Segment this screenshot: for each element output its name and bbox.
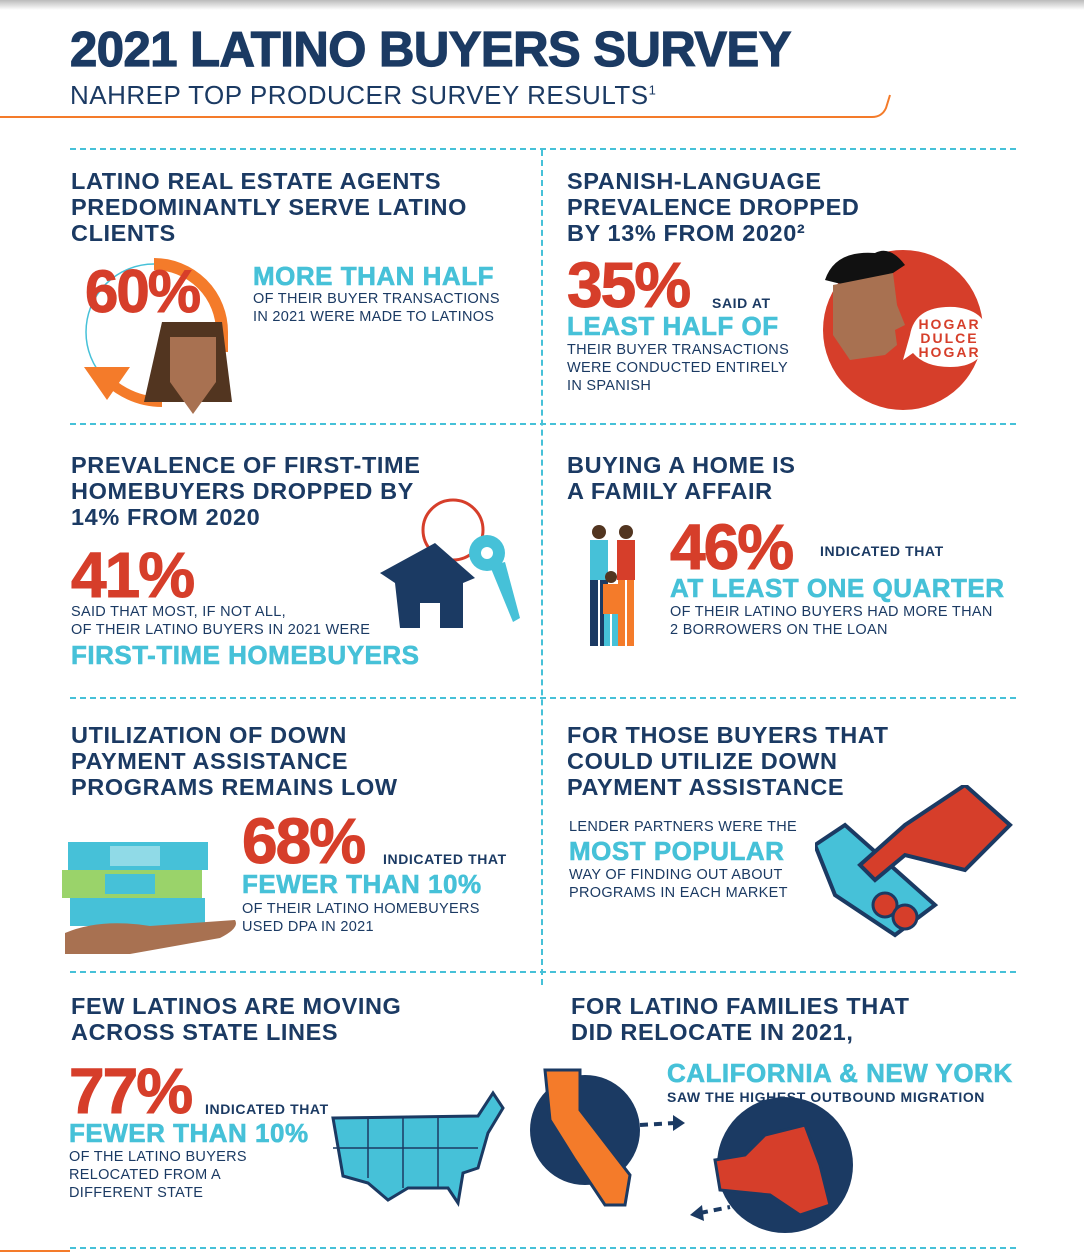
house-key-icon: [380, 498, 520, 628]
family-icon: [590, 525, 635, 646]
divider: [70, 423, 1016, 425]
section-heading: SPANISH-LANGUAGE PREVALENCE DROPPED BY 13%…: [567, 168, 860, 246]
highlight-text: FIRST-TIME HOMEBUYERS: [71, 640, 420, 670]
stat-60: 60%: [84, 258, 201, 325]
top-shadow: [0, 0, 1084, 10]
footer-accent: [0, 1250, 70, 1252]
section-body: THEIR BUYER TRANSACTIONS WERE CONDUCTED E…: [567, 342, 790, 394]
page-title: 2021 LATINO BUYERS SURVEY: [69, 22, 792, 77]
page-subtitle: NAHREP TOP PRODUCER SURVEY RESULTS1: [70, 80, 656, 111]
money-hand-icon: [62, 842, 236, 954]
section-heading: LATINO REAL ESTATE AGENTS PREDOMINANTLY S…: [71, 168, 468, 246]
lead-text: INDICATED THAT: [820, 543, 944, 559]
section-body: OF THEIR BUYER TRANSACTIONS IN 2021 WERE …: [253, 291, 500, 325]
section-body: OF THEIR LATINO BUYERS HAD MORE THAN 2 BO…: [670, 604, 993, 638]
highlight-text: LEAST HALF OF: [567, 311, 779, 341]
subtitle-text: NAHREP TOP PRODUCER SURVEY RESULTS: [70, 80, 649, 110]
divider: [70, 697, 1016, 699]
lead-text: INDICATED THAT: [205, 1101, 329, 1117]
stat-68: 68%: [241, 805, 366, 877]
section-heading: FEW LATINOS ARE MOVING ACROSS STATE LINES: [71, 993, 402, 1045]
stat-46: 46%: [669, 511, 794, 583]
stat-77: 77%: [68, 1055, 193, 1127]
header-underline: [0, 94, 891, 118]
us-map-icon: [331, 1090, 505, 1207]
highlight-text: AT LEAST ONE QUARTER: [670, 573, 1005, 603]
section-heading: FOR LATINO FAMILIES THAT DID RELOCATE IN …: [571, 993, 910, 1045]
section-body: SAID THAT MOST, IF NOT ALL, OF THEIR LATI…: [71, 604, 371, 638]
section-heading: FOR THOSE BUYERS THAT COULD UTILIZE DOWN P…: [567, 722, 889, 800]
section-heading: PREVALENCE OF FIRST-TIME HOMEBUYERS DROPP…: [71, 452, 421, 530]
divider: [70, 971, 1016, 973]
speech-bubble: HOGAR DULCE HOGAR: [918, 316, 981, 360]
section-body: SAW THE HIGHEST OUTBOUND MIGRATION: [667, 1089, 986, 1105]
highlight-text: MOST POPULAR: [569, 836, 785, 866]
section-heading: UTILIZATION OF DOWN PAYMENT ASSISTANCE PRO…: [71, 722, 398, 800]
stat-35: 35%: [566, 249, 691, 321]
highlight-text: MORE THAN HALF: [253, 261, 494, 291]
lead-text: SAID AT: [712, 295, 771, 311]
handshake-icon: [815, 785, 1013, 938]
section-body: WAY OF FINDING OUT ABOUT PROGRAMS IN EACH…: [569, 867, 788, 901]
section-body: OF THE LATINO BUYERS RELOCATED FROM A DIFF…: [69, 1149, 247, 1201]
person-cycle-icon: [84, 258, 232, 414]
footnote-marker: 1: [648, 82, 657, 98]
section-body: OF THEIR LATINO HOMEBUYERS USED DPA IN 20…: [242, 901, 480, 935]
highlight-text: CALIFORNIA & NEW YORK: [667, 1058, 1013, 1088]
california-newyork-icon: [530, 1068, 853, 1233]
divider: [70, 1247, 1016, 1249]
section-heading: BUYING A HOME IS A FAMILY AFFAIR: [567, 452, 796, 504]
highlight-text: FEWER THAN 10%: [69, 1118, 309, 1148]
body-top: LENDER PARTNERS WERE THE: [569, 819, 797, 835]
highlight-text: FEWER THAN 10%: [242, 869, 482, 899]
column-divider: [541, 150, 543, 985]
divider: [70, 148, 1016, 150]
stat-41: 41%: [70, 539, 195, 611]
lead-text: INDICATED THAT: [383, 851, 507, 867]
speaking-person-icon: [823, 250, 988, 410]
